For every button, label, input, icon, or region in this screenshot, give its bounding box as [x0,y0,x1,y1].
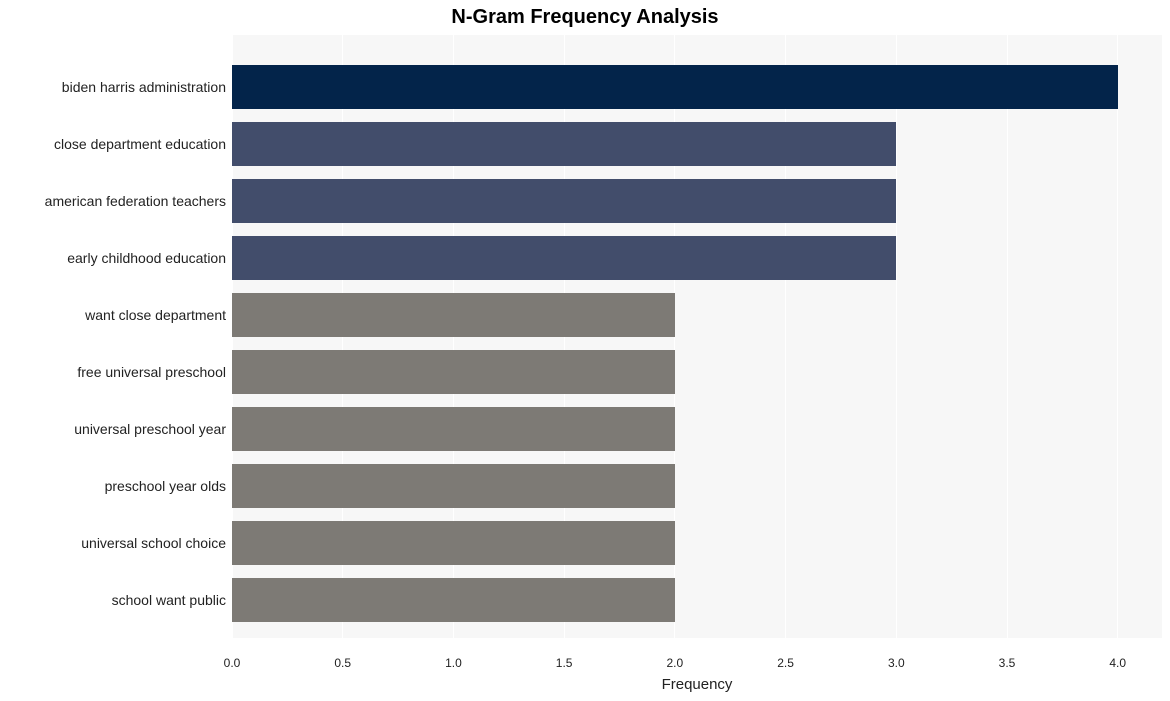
y-tick-label: preschool year olds [105,478,226,494]
y-tick-label: close department education [54,136,226,152]
y-tick-label: early childhood education [67,250,226,266]
y-tick-label: american federation teachers [45,193,226,209]
x-tick-label: 2.0 [667,656,684,670]
bar [232,578,675,622]
bar [232,521,675,565]
gridline [1117,35,1118,638]
x-tick-label: 3.0 [888,656,905,670]
bar [232,179,896,223]
y-tick-label: free universal preschool [77,364,226,380]
bar [232,122,896,166]
y-tick-label: universal school choice [81,535,226,551]
y-tick-label: biden harris administration [62,79,226,95]
bar [232,293,675,337]
x-tick-label: 0.0 [224,656,241,670]
x-tick-label: 1.0 [445,656,462,670]
chart-title: N-Gram Frequency Analysis [0,6,1170,29]
x-tick-label: 2.5 [777,656,794,670]
x-tick-label: 0.5 [334,656,351,670]
bar [232,464,675,508]
bar [232,350,675,394]
y-tick-label: want close department [85,307,226,323]
x-tick-label: 3.5 [999,656,1016,670]
chart-container: N-Gram Frequency Analysis biden harris a… [0,0,1170,701]
gridline [1007,35,1008,638]
plot-area [232,35,1162,638]
x-axis-label: Frequency [232,676,1162,693]
bar [232,407,675,451]
x-tick-label: 1.5 [556,656,573,670]
bar [232,65,1118,109]
y-tick-label: universal preschool year [74,421,226,437]
x-tick-label: 4.0 [1109,656,1126,670]
bar [232,236,896,280]
y-tick-label: school want public [112,592,226,608]
